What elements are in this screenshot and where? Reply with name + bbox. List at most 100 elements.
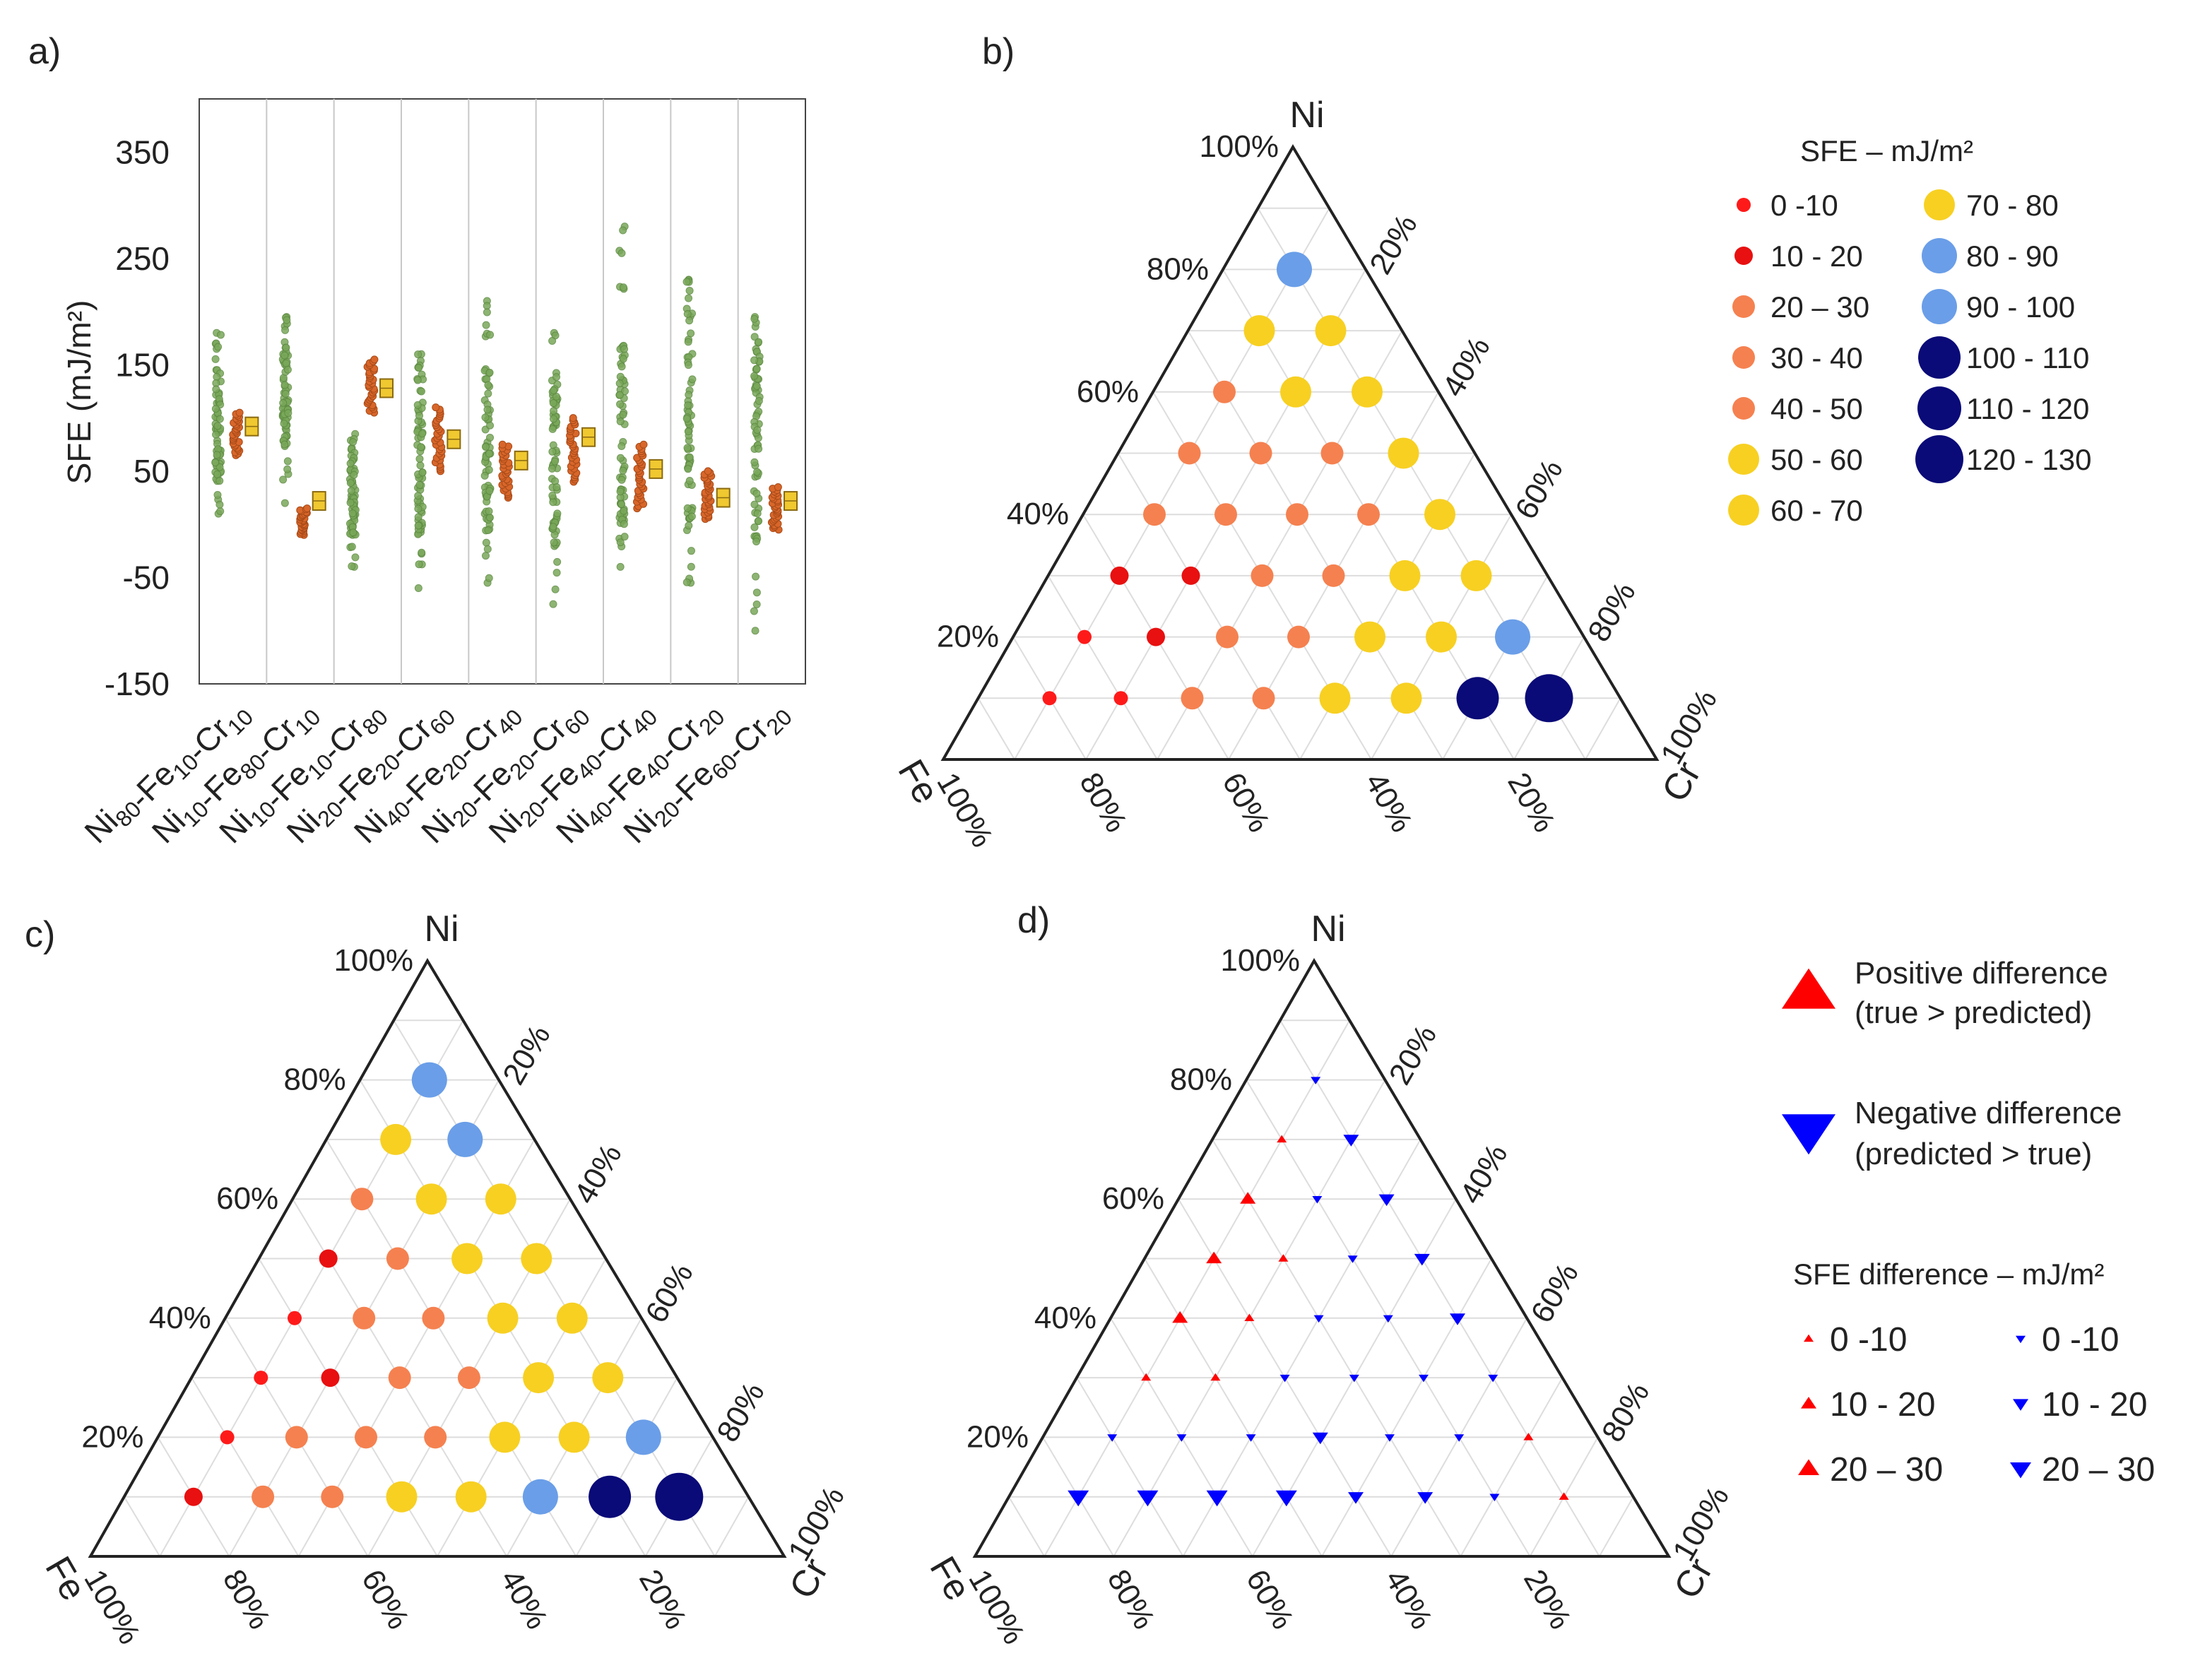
green-point — [755, 444, 763, 453]
sfe-point — [1243, 315, 1275, 347]
green-point — [550, 407, 558, 415]
green-point — [683, 309, 692, 318]
green-point — [213, 491, 222, 499]
green-point — [750, 372, 759, 380]
legend-neg-size-label: 20 – 30 — [2042, 1451, 2155, 1489]
green-point — [482, 443, 490, 451]
green-point — [617, 442, 626, 450]
cr-tick-label: 60% — [1524, 1258, 1585, 1329]
sfe-point — [1286, 503, 1308, 526]
sfe-point — [386, 1247, 409, 1270]
green-point — [282, 343, 290, 352]
sfe-point — [1277, 252, 1312, 288]
negative-diff-marker — [1068, 1490, 1089, 1507]
green-point — [415, 364, 423, 372]
green-point — [480, 471, 489, 480]
grid-line-cr — [1585, 697, 1621, 760]
green-point — [619, 283, 627, 292]
sfe-point — [589, 1475, 632, 1518]
legend-swatch — [1737, 198, 1751, 212]
green-point — [551, 585, 560, 593]
legend-swatch — [1924, 189, 1955, 220]
negative-diff-marker — [1137, 1490, 1159, 1507]
grid-line-fe — [1008, 1496, 1046, 1557]
green-point — [280, 381, 289, 389]
green-point — [212, 385, 220, 394]
green-point — [211, 459, 220, 467]
legend-swatch — [1917, 386, 1961, 430]
negative-diff-marker — [1176, 1434, 1187, 1442]
green-point — [552, 483, 561, 492]
ni-tick-label: 20% — [966, 1419, 1029, 1454]
legend-label: 100 - 110 — [1966, 341, 2089, 374]
positive-diff-marker — [1277, 1135, 1287, 1143]
green-point — [752, 365, 761, 373]
green-point — [684, 338, 692, 346]
green-point — [485, 507, 493, 516]
ni-tick-label: 80% — [1170, 1063, 1232, 1097]
sfe-point — [521, 1243, 552, 1274]
green-point — [685, 453, 694, 461]
legend-positive-line2: (true > predicted) — [1855, 995, 2092, 1030]
negative-diff-marker — [1348, 1492, 1364, 1504]
green-point — [282, 359, 290, 367]
grid-line-cr — [1182, 1139, 1421, 1557]
sfe-point — [380, 1123, 412, 1155]
green-point — [484, 381, 492, 389]
vertex-label-ni: Ni — [1289, 95, 1324, 136]
green-point — [750, 356, 759, 365]
points-b — [1042, 252, 1573, 723]
green-point — [212, 430, 220, 439]
sfe-point — [455, 1481, 487, 1513]
green-point — [281, 326, 290, 334]
sfe-point — [1214, 503, 1237, 526]
negative-diff-marker — [1383, 1315, 1393, 1323]
vertex-label-ni: Ni — [424, 909, 459, 950]
grid-line-cr — [1044, 1019, 1351, 1557]
green-point — [550, 457, 559, 466]
legend-label: 30 - 40 — [1770, 341, 1863, 374]
green-point — [416, 461, 425, 470]
ni-tick-label: 60% — [1077, 374, 1139, 409]
green-point — [549, 399, 557, 408]
grid-line-fe — [977, 697, 1015, 760]
grid-line-cr — [1299, 453, 1476, 760]
green-point — [687, 329, 695, 338]
fe-tick-label: 40% — [494, 1564, 555, 1635]
green-point — [687, 547, 695, 555]
green-point — [486, 421, 495, 430]
negative-diff-marker — [1311, 1077, 1321, 1084]
cr-tick-label: 100% — [1654, 684, 1724, 770]
green-point — [752, 537, 761, 545]
green-point — [752, 588, 761, 597]
positive-diff-marker — [1141, 1373, 1152, 1381]
legend-swatch — [1728, 495, 1759, 526]
green-point — [215, 415, 224, 423]
green-point — [485, 514, 494, 522]
sfe-point — [1322, 564, 1345, 587]
sfe-point — [1287, 625, 1310, 649]
grid-line-cr — [1321, 1258, 1492, 1557]
sfe-point — [1216, 625, 1239, 649]
fe-tick-label: 20% — [1517, 1564, 1578, 1635]
positive-diff-marker — [1523, 1433, 1534, 1441]
sfe-point — [592, 1362, 624, 1394]
fe-tick-label: 60% — [355, 1564, 415, 1635]
y-tick-label: 150 — [115, 346, 170, 383]
green-point — [350, 471, 358, 479]
grid-line-cr — [714, 1496, 750, 1557]
points-d — [1068, 1077, 1569, 1507]
sfe-point — [489, 1421, 521, 1453]
cr-tick-label: 40% — [1453, 1138, 1514, 1209]
sfe-point — [451, 1243, 483, 1274]
green-point — [349, 438, 357, 446]
green-point — [417, 443, 425, 451]
negative-diff-marker — [1279, 1374, 1290, 1383]
green-point — [685, 294, 693, 302]
green-point — [482, 321, 490, 329]
green-point — [616, 538, 625, 547]
sfe-point — [411, 1062, 447, 1098]
green-point — [684, 361, 692, 369]
green-point — [213, 451, 221, 459]
green-point — [617, 249, 626, 257]
